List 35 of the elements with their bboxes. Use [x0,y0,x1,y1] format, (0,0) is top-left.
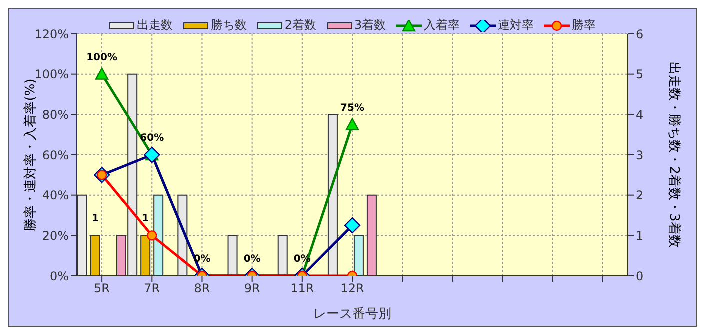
y-tick-label: 60% [42,148,69,162]
y2-tick-label: 5 [636,68,644,82]
legend-label: 入着率 [423,17,460,34]
y2-tick-label: 3 [636,148,644,162]
y-tick-label: 20% [42,228,69,243]
legend-label: 連対率 [497,17,534,34]
point [346,118,360,130]
data-label: 75% [340,102,364,114]
legend-label: 勝ち数 [210,17,247,34]
x-tick-label: 7R [144,282,160,296]
x-tick-label: 5R [94,282,110,296]
y-tick-label: 40% [42,188,69,203]
data-label: 1 [142,214,150,225]
x-tick-label: 12R [340,282,364,296]
data-label: 100% [86,52,118,64]
y2-tick-label: 0 [636,269,644,284]
y2-tick-label: 1 [636,228,644,243]
x-tick-label: 8R [194,282,210,296]
y-tick-label: 120% [34,27,69,42]
y2-tick-label: 2 [636,188,644,203]
y2-tick-label: 6 [636,27,644,42]
x-tick-label: 9R [244,282,260,296]
legend-label: 勝率 [571,17,596,34]
y-tick-label: 0% [50,269,69,284]
y2-axis-title: 出走数・勝ち数・2着数・3着数 [666,62,682,248]
data-label: 1 [92,214,100,225]
data-label: 0% [244,254,261,265]
legend-label: 出走数 [136,17,173,34]
x-tick-label: 11R [290,282,314,296]
legend-label: 2着数 [284,17,316,34]
y-tick-label: 80% [42,108,69,122]
y2-tick-label: 4 [636,108,644,122]
x-axis-title: レース番号別 [314,307,392,322]
point [144,146,160,164]
legend-label: 3着数 [354,17,386,34]
